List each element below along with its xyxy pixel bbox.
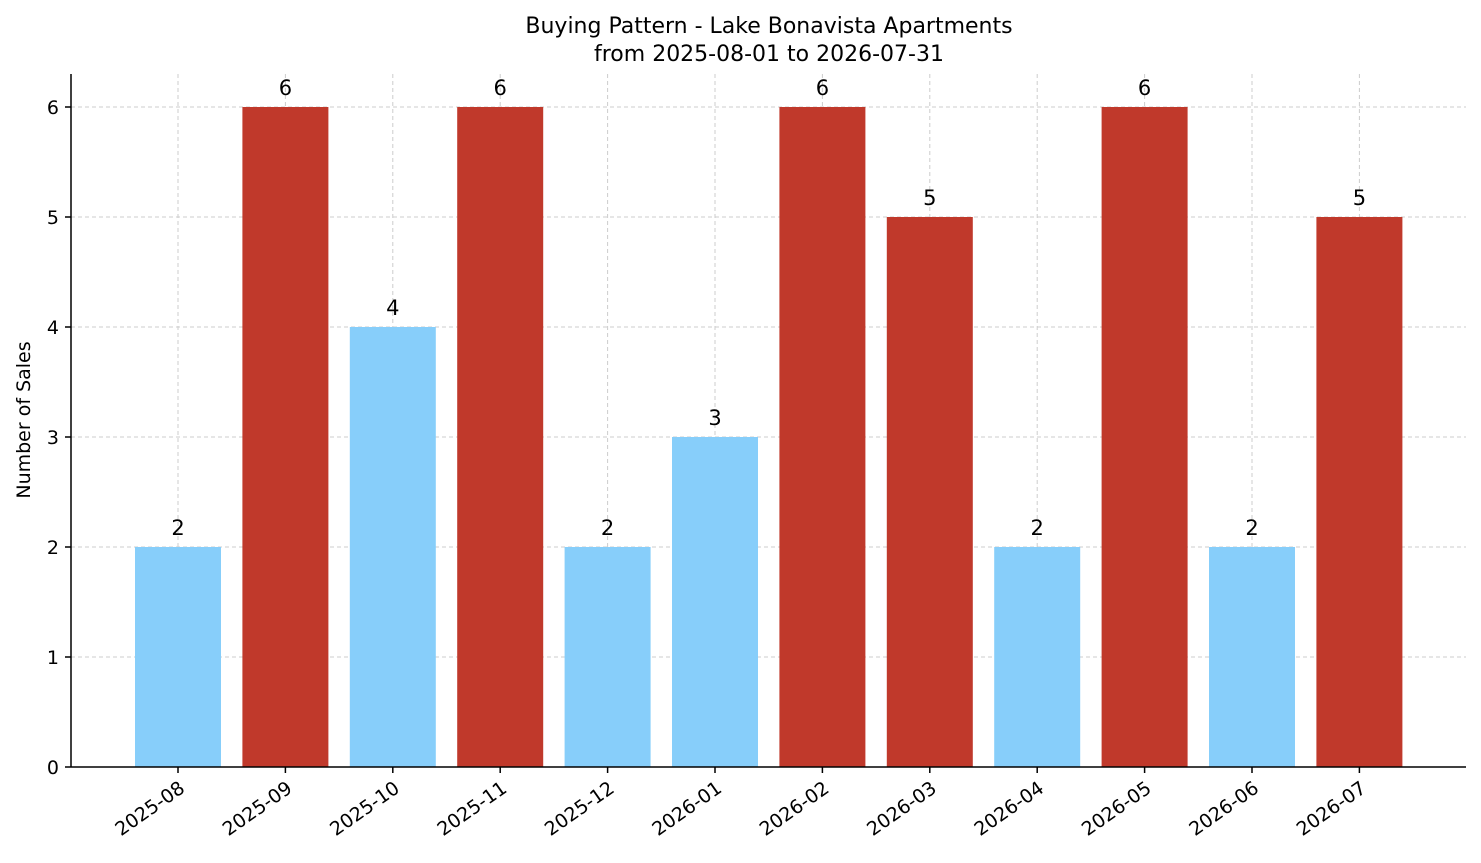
x-tick-label: 2026-01 [648, 777, 726, 841]
y-tick-label: 6 [47, 97, 59, 119]
y-tick-label: 1 [47, 647, 59, 669]
x-tick-label: 2026-05 [1078, 777, 1156, 841]
bar-2026-06 [1209, 547, 1295, 767]
data-label: 6 [1138, 76, 1151, 100]
x-tick-label: 2026-07 [1293, 777, 1371, 841]
bar-2026-01 [672, 437, 758, 767]
data-label: 4 [386, 296, 399, 320]
x-tick-label: 2025-08 [111, 777, 189, 841]
x-tick-label: 2025-10 [326, 777, 404, 841]
bar-2026-03 [886, 217, 973, 767]
x-tick-label: 2026-06 [1185, 777, 1263, 841]
bar-2026-04 [994, 547, 1081, 767]
data-label-layer: 2 6 4 6 2 3 6 5 2 6 2 5 [171, 76, 1366, 540]
bar-layer [135, 107, 1403, 767]
data-label: 2 [601, 516, 614, 540]
data-label: 5 [923, 186, 936, 210]
bar-2026-02 [779, 107, 866, 767]
bar-2026-05 [1101, 107, 1188, 767]
data-label: 2 [1031, 516, 1044, 540]
y-tick-label: 2 [47, 537, 59, 559]
x-tick-label: 2026-02 [756, 777, 834, 841]
bar-2026-07 [1316, 217, 1403, 767]
data-label: 6 [494, 76, 507, 100]
data-label: 5 [1353, 186, 1366, 210]
chart-title: Buying Pattern - Lake Bonavista Apartmen… [525, 14, 1012, 39]
bar-2025-12 [564, 547, 651, 767]
y-tick-label: 0 [47, 757, 59, 779]
x-tick-label: 2026-03 [863, 777, 941, 841]
x-tick-label: 2025-09 [219, 777, 297, 841]
y-tick-label: 3 [47, 427, 59, 449]
y-tick-label: 4 [47, 317, 59, 339]
y-tick-label: 5 [47, 207, 59, 229]
data-label: 6 [816, 76, 829, 100]
data-label: 2 [171, 516, 184, 540]
x-tick-label: 2025-12 [541, 777, 619, 841]
y-axis-label: Number of Sales [13, 341, 35, 498]
data-label: 2 [1245, 516, 1258, 540]
data-label: 3 [708, 406, 721, 430]
x-tick-label: 2025-11 [433, 777, 511, 841]
bar-2025-10 [349, 327, 436, 767]
chart-subtitle: from 2025-08-01 to 2026-07-31 [594, 42, 944, 67]
bar-2025-11 [457, 107, 544, 767]
bar-2025-09 [242, 107, 329, 767]
data-label: 6 [279, 76, 292, 100]
bar-2025-08 [135, 547, 221, 767]
x-tick-label: 2026-04 [970, 777, 1048, 841]
